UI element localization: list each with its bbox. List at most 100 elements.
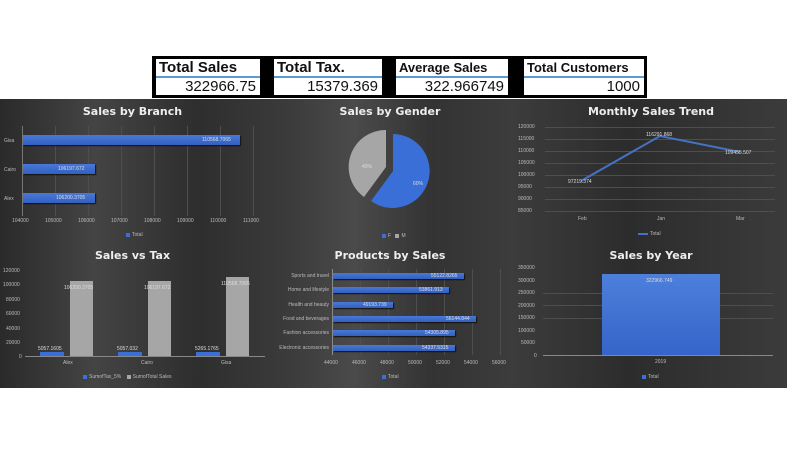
pie-chart[interactable]: [335, 129, 445, 219]
category-label: Jan: [657, 216, 666, 222]
bar-sales-alex[interactable]: [70, 281, 93, 356]
chart-products-by-sales[interactable]: Products by Sales Sports and travel Home…: [265, 243, 515, 388]
tick-label: 150000: [518, 315, 535, 321]
bar-health-beauty[interactable]: [333, 302, 393, 308]
category-label: Food and beverages: [283, 316, 329, 322]
tick-label: 105000: [518, 160, 535, 166]
bar-cairo[interactable]: [23, 164, 95, 174]
category-label: Health and beauty: [288, 302, 329, 308]
tick-label: 350000: [518, 265, 535, 271]
tick-label: 104000: [12, 218, 29, 224]
data-label: 110568.7065: [202, 137, 231, 143]
chart-sales-by-gender[interactable]: Sales by Gender 40% 60% F M: [265, 99, 515, 243]
trend-line[interactable]: [580, 134, 741, 182]
tick-label: 0: [534, 353, 537, 359]
tick-label: 120000: [3, 268, 20, 274]
bar-tax-alex[interactable]: [40, 352, 64, 356]
legend-label: Total: [132, 232, 143, 238]
category-label: Home and lifestyle: [287, 287, 329, 293]
bar-food-beverages[interactable]: [333, 316, 476, 322]
chart-legend: F M: [382, 233, 406, 239]
legend-label: M: [401, 233, 406, 239]
data-label: 53861.913: [419, 287, 443, 293]
chart-legend: SumofTax_5% SumofTotal Sales: [83, 374, 172, 380]
category-label: Gisa: [221, 360, 232, 366]
bar-alex[interactable]: [23, 193, 95, 203]
tick-label: 108000: [144, 218, 161, 224]
chart-legend: Total: [382, 374, 399, 380]
bar-home-lifestyle[interactable]: [333, 287, 449, 293]
data-label: 5265.1765: [195, 346, 219, 352]
axis-line: [22, 126, 23, 216]
tick-label: 56000: [492, 360, 506, 366]
bar-sales-cairo[interactable]: [148, 281, 171, 356]
tick-label: 115000: [518, 136, 535, 142]
chart-title: Sales by Gender: [339, 105, 441, 118]
kpi-value: 15379.369: [307, 78, 378, 95]
category-label: Alex: [63, 360, 73, 366]
category-label: Alex: [4, 196, 14, 202]
kpi-total-customers: Total Customers 1000: [524, 59, 644, 95]
chart-legend: Total: [638, 231, 661, 237]
tick-label: 111000: [243, 218, 259, 224]
data-label-m: 40%: [362, 164, 373, 170]
data-label: 106197.672: [58, 166, 85, 172]
tick-label: 48000: [380, 360, 394, 366]
data-label: 106200.3705: [64, 285, 94, 291]
chart-sales-by-branch[interactable]: Sales by Branch Gisa Cairo Alex 110568.7…: [0, 99, 265, 243]
pie-slice-f[interactable]: [371, 134, 430, 208]
data-label: 110568.7065: [221, 281, 250, 287]
kpi-average-sales: Average Sales 322.966749: [396, 59, 508, 95]
kpi-total-tax: Total Tax. 15379.369: [274, 59, 382, 95]
data-label: 55122.8265: [431, 273, 458, 279]
legend-swatch: [642, 374, 646, 379]
tick-label: 110000: [518, 148, 535, 154]
bar-2019[interactable]: [602, 274, 720, 355]
tick-label: 85000: [518, 208, 532, 214]
chart-title: Monthly Sales Trend: [587, 105, 715, 118]
tick-label: 50000: [521, 340, 535, 346]
bar-tax-gisa[interactable]: [196, 352, 220, 356]
pie-slice-m[interactable]: [348, 129, 386, 197]
data-label: 97219.374: [568, 179, 592, 185]
bar-sales-gisa[interactable]: [226, 277, 249, 356]
category-label: Feb: [578, 216, 587, 222]
bar-sports-travel[interactable]: [333, 273, 464, 279]
bar-tax-cairo[interactable]: [118, 352, 142, 356]
tick-label: 44000: [324, 360, 338, 366]
data-label: 49193.739: [363, 302, 387, 308]
category-label: Sports and travel: [291, 273, 329, 279]
chart-sales-vs-tax[interactable]: Sales vs Tax 120000 100000 80000 60000 4…: [0, 243, 265, 388]
kpi-label: Total Sales: [156, 59, 260, 78]
category-label: Cairo: [141, 360, 153, 366]
legend-swatch: [382, 233, 386, 238]
chart-legend: Total: [126, 232, 143, 238]
kpi-label: Average Sales: [396, 59, 508, 78]
chart-legend: Total: [642, 374, 659, 380]
chart-sales-by-year[interactable]: Sales by Year 350000 300000 250000 20000…: [515, 243, 787, 388]
legend-swatch: [382, 374, 386, 379]
tick-label: 40000: [6, 326, 20, 332]
kpi-value: 322.966749: [424, 78, 504, 95]
axis-line: [332, 269, 333, 355]
tick-label: 52000: [436, 360, 450, 366]
data-label: 56144.844: [446, 316, 470, 322]
tick-label: 54000: [464, 360, 478, 366]
chart-title: Sales by Branch: [82, 105, 183, 118]
chart-title: Sales by Year: [609, 249, 693, 262]
bar-fashion-accessories[interactable]: [333, 330, 455, 336]
kpi-label: Total Customers: [524, 59, 644, 78]
line-series[interactable]: [515, 99, 787, 243]
tick-label: 105000: [45, 218, 62, 224]
category-label: Electronic accessories: [279, 345, 329, 351]
tick-label: 110000: [210, 218, 227, 224]
chart-monthly-sales-trend[interactable]: Monthly Sales Trend 120000 115000 110000…: [515, 99, 787, 243]
legend-label: SumofTax_5%: [89, 374, 122, 380]
data-label: 5057.1605: [38, 346, 62, 352]
chart-title: Sales vs Tax: [94, 249, 171, 262]
axis-line: [25, 356, 265, 357]
tick-label: 300000: [518, 278, 535, 284]
tick-label: 200000: [518, 303, 535, 309]
bar-gisa[interactable]: [23, 135, 240, 145]
bar-electronic-accessories[interactable]: [333, 345, 455, 351]
